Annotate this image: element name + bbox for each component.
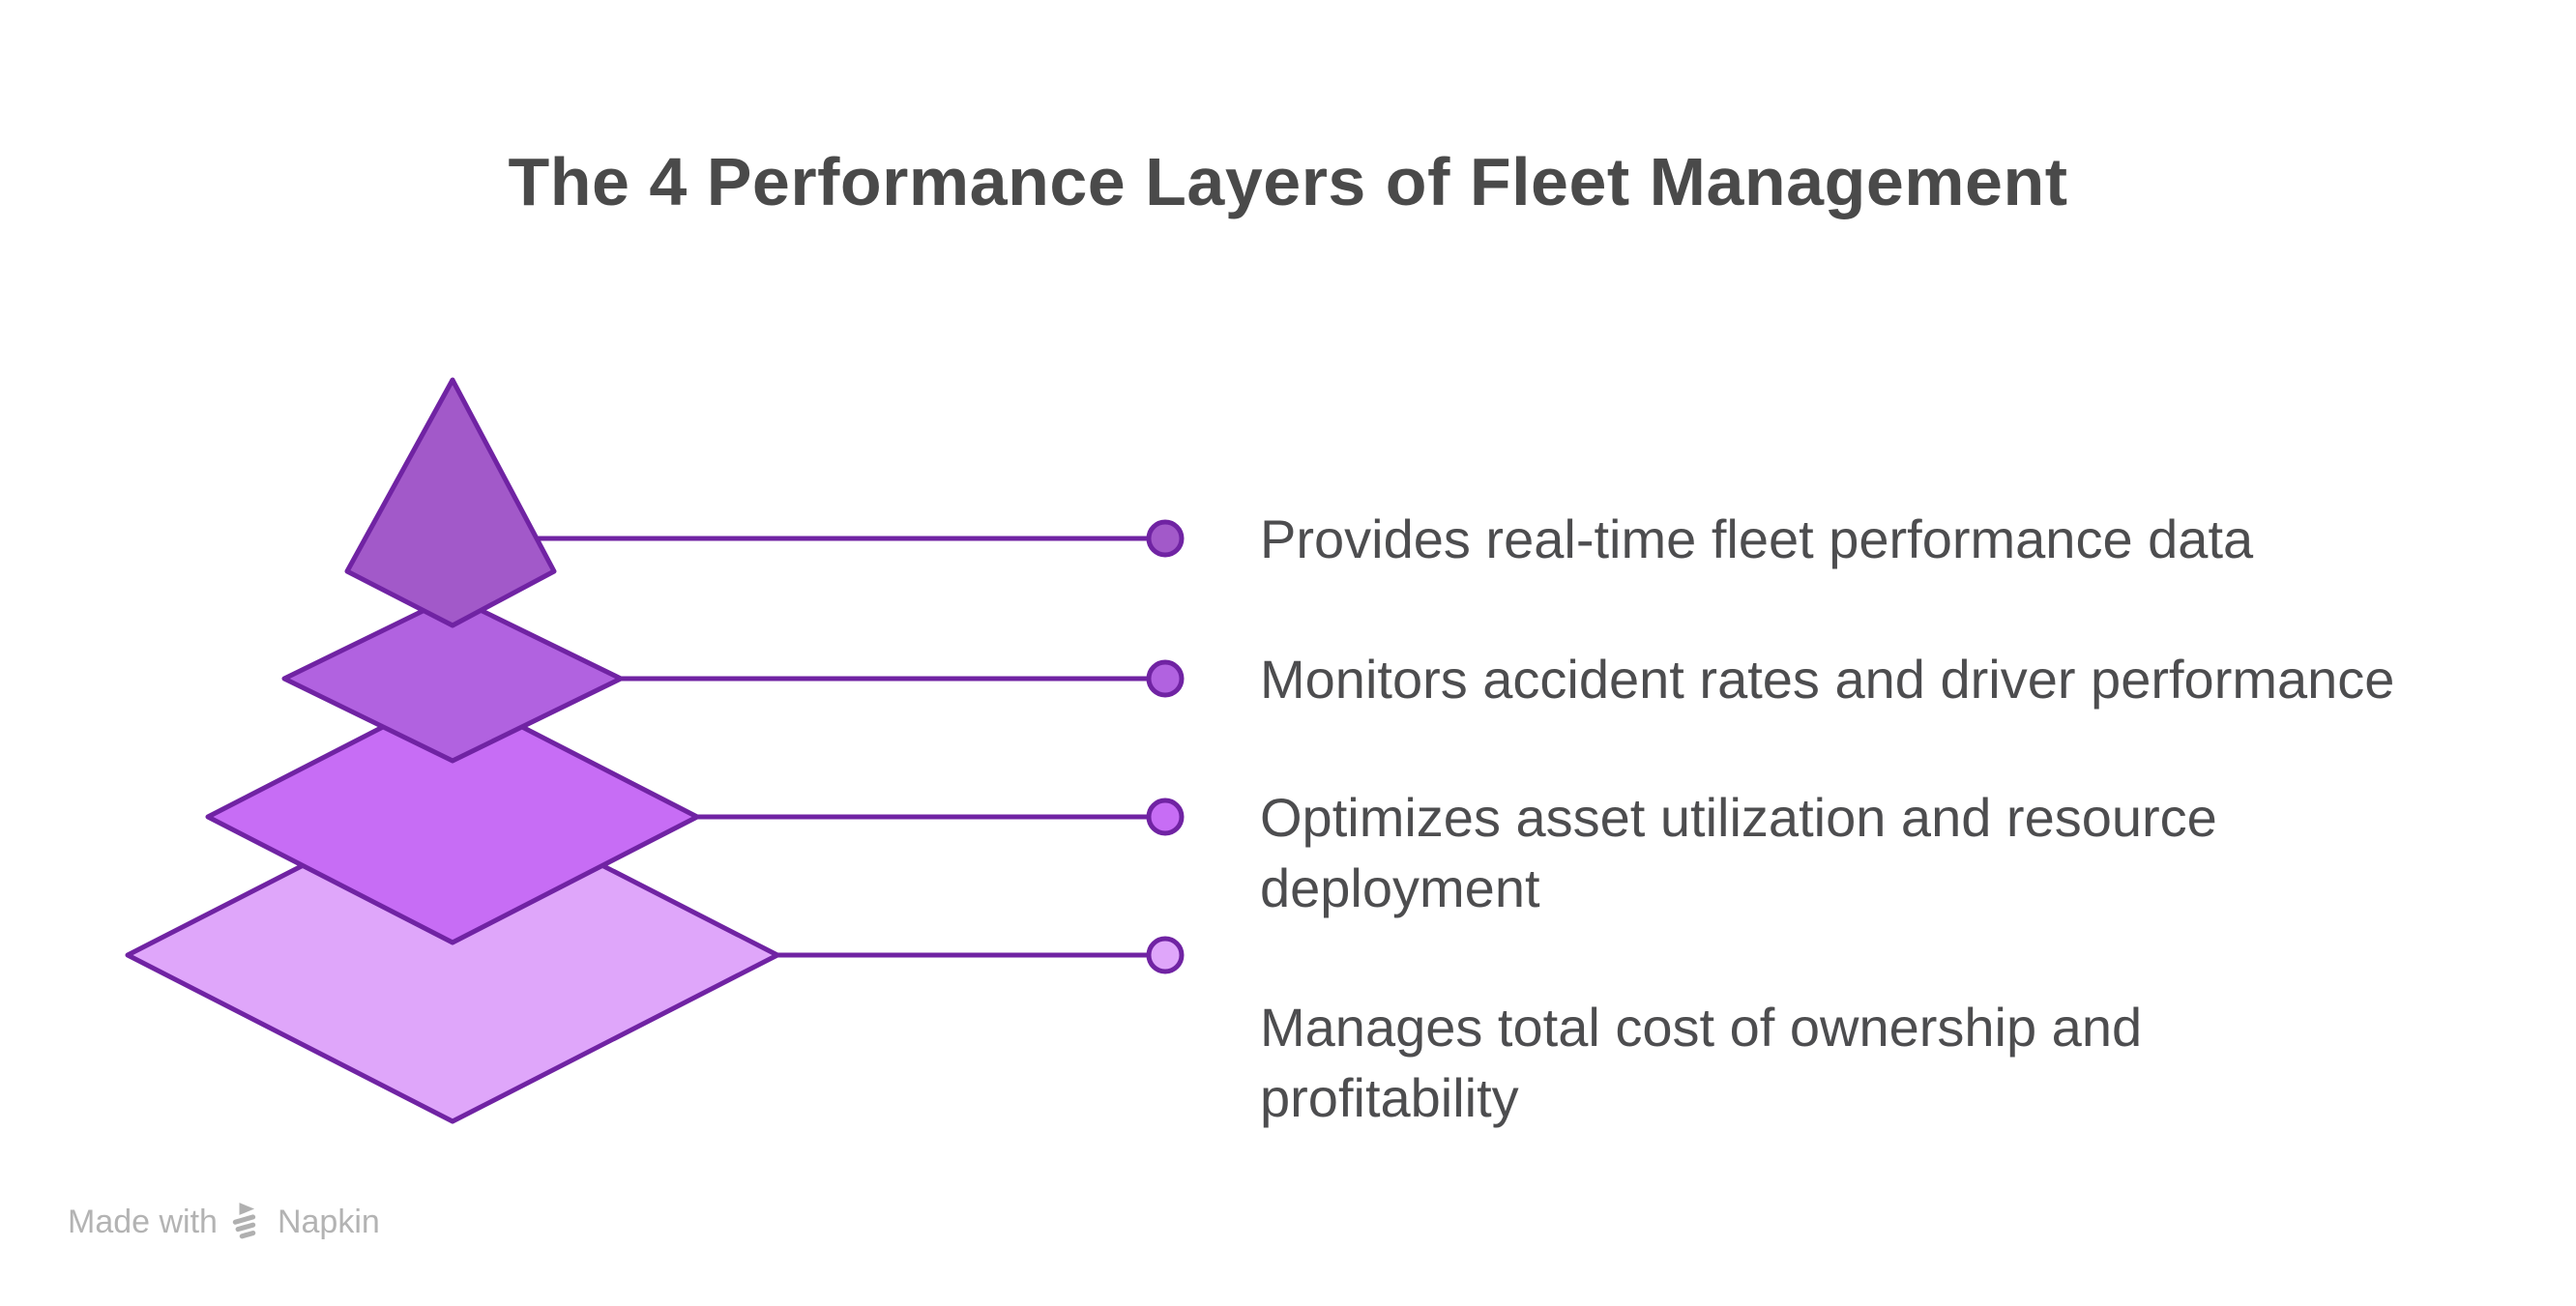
made-with-text: Made with xyxy=(68,1203,218,1240)
layer-2-shape xyxy=(281,594,624,764)
bullet-circle-4 xyxy=(1146,936,1185,974)
layer-3-shape xyxy=(205,688,700,945)
layer-1-label: Provides real-time fleet performance dat… xyxy=(1260,508,2254,569)
bullet-circle-2 xyxy=(1146,659,1185,698)
layer-2-label: Monitors accident rates and driver perfo… xyxy=(1260,649,2395,710)
layer-1-shape xyxy=(344,377,557,628)
napkin-credit: Made with Napkin xyxy=(68,1203,380,1241)
bullet-circle-1 xyxy=(1146,519,1185,558)
layer-4-shape xyxy=(125,786,780,1124)
brand-text: Napkin xyxy=(277,1203,380,1240)
napkin-logo-icon xyxy=(232,1203,256,1239)
bullet-circle-3 xyxy=(1146,798,1185,836)
layer-4-label: Manages total cost of ownership and prof… xyxy=(1260,997,2143,1128)
page-title: The 4 Performance Layers of Fleet Manage… xyxy=(508,144,2068,219)
layer-3-label: Optimizes asset utilization and resource… xyxy=(1260,787,2217,918)
